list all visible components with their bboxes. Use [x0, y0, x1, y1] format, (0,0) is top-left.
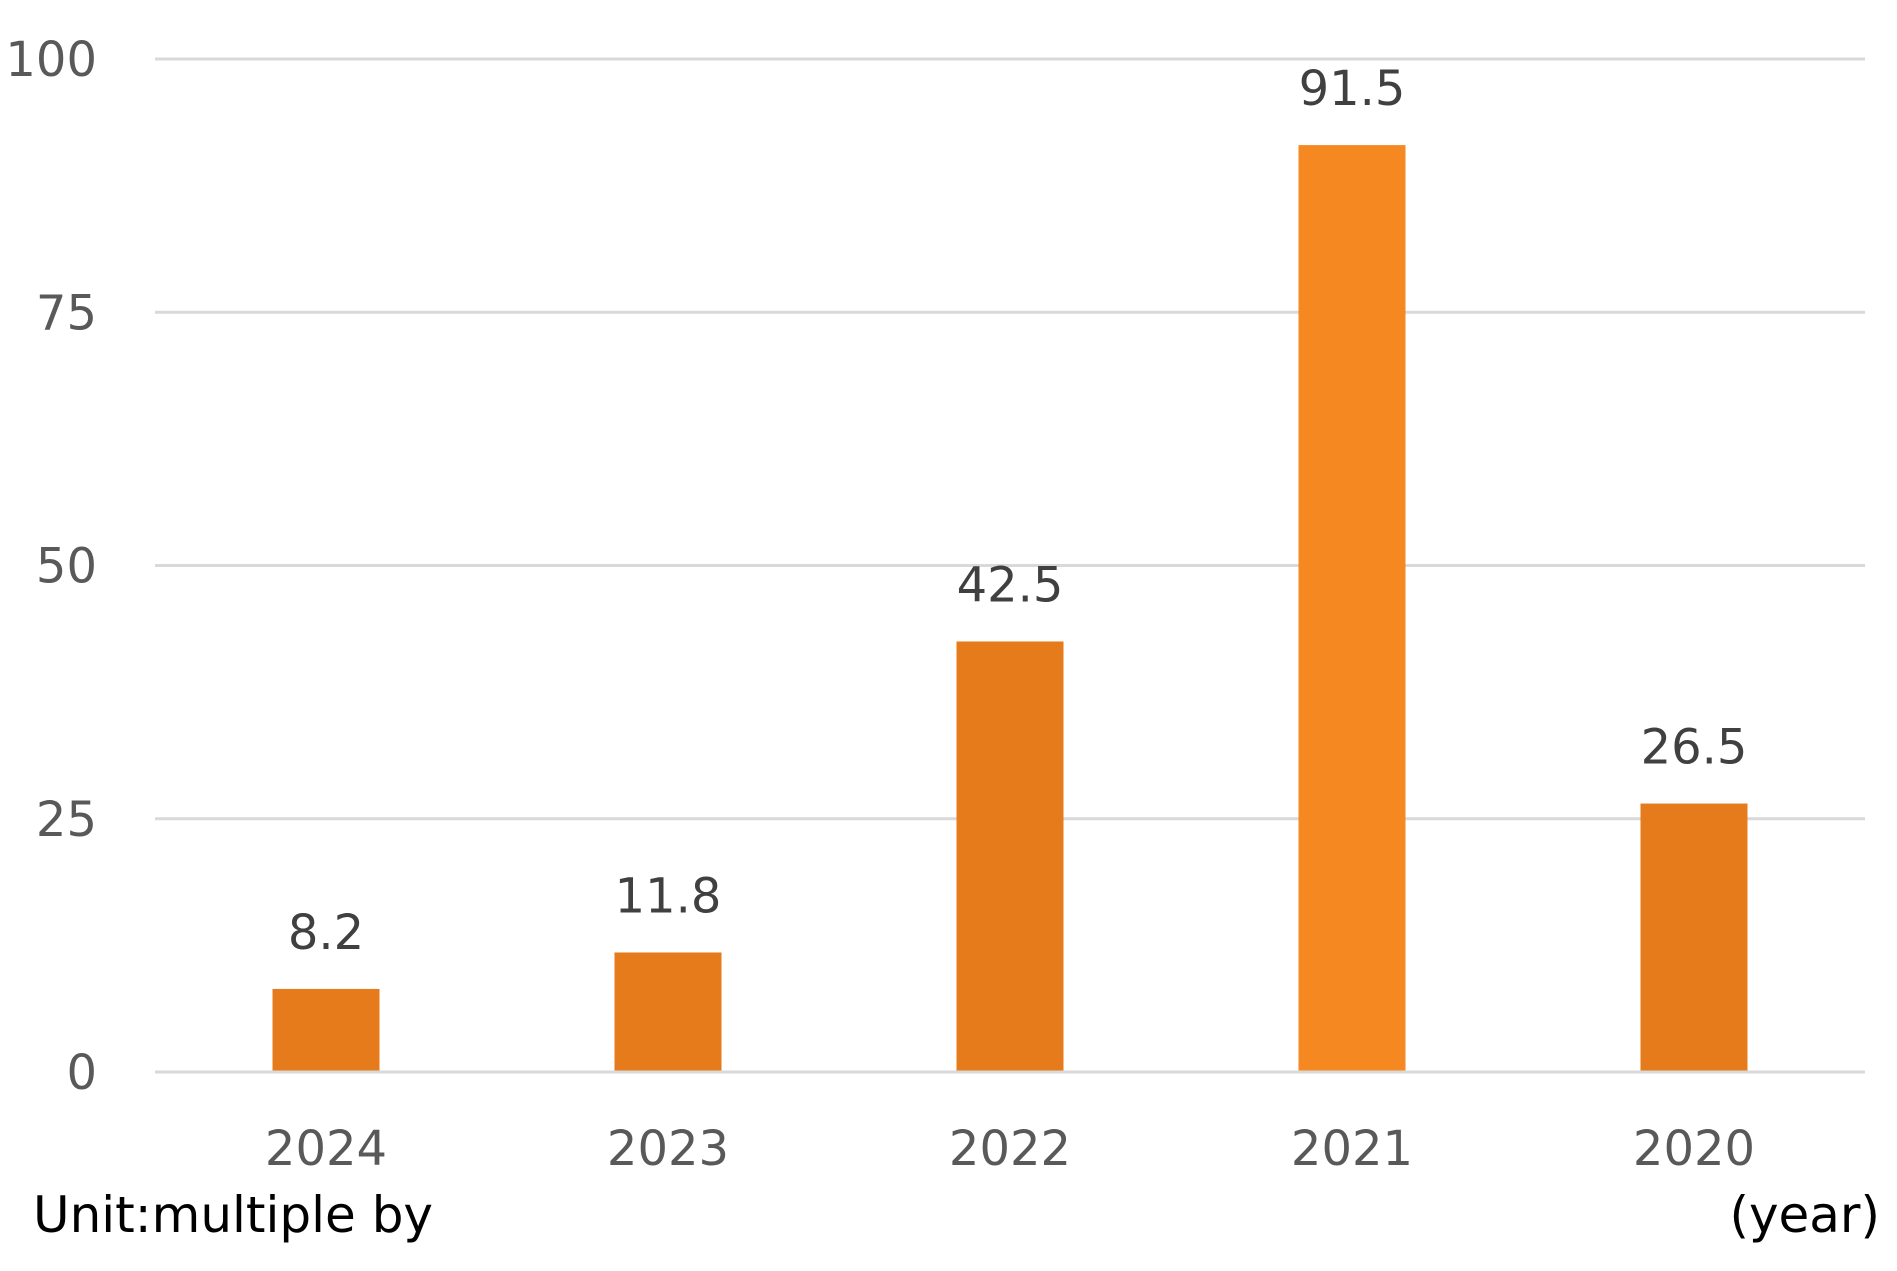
data-label-2021: 91.5	[1299, 61, 1406, 117]
data-label-2024: 8.2	[288, 905, 364, 961]
bars	[272, 145, 1748, 1073]
x-tick-label-2021: 2021	[1291, 1121, 1413, 1177]
data-label-2020: 26.5	[1641, 720, 1748, 776]
y-tick-label: 25	[36, 792, 97, 848]
x-tick-label-2023: 2023	[607, 1121, 729, 1177]
bar-2020	[1640, 803, 1748, 1072]
x-unit-label: (year)	[1729, 1186, 1880, 1244]
bar-2022	[956, 641, 1064, 1072]
data-label-2023: 11.8	[615, 868, 722, 924]
bar-2024	[272, 988, 380, 1072]
y-tick-label: 50	[36, 539, 97, 595]
bar-2023	[614, 952, 722, 1072]
x-tick-label-2024: 2024	[265, 1121, 387, 1177]
x-tick-label-2020: 2020	[1633, 1121, 1755, 1177]
y-tick-label: 0	[66, 1045, 97, 1101]
y-tick-label: 75	[36, 285, 97, 341]
unit-label: Unit:multiple by	[33, 1186, 433, 1244]
y-axis-ticks: 0 25 50 75 100	[5, 32, 97, 1101]
x-tick-label-2022: 2022	[949, 1121, 1071, 1177]
x-axis-ticks: 2024 2023 2022 2021 2020	[265, 1121, 1755, 1177]
data-label-2022: 42.5	[957, 557, 1064, 613]
y-tick-label: 100	[5, 32, 97, 88]
data-labels: 8.2 11.8 42.5 91.5 26.5	[288, 61, 1748, 961]
bar-2021	[1298, 145, 1406, 1073]
